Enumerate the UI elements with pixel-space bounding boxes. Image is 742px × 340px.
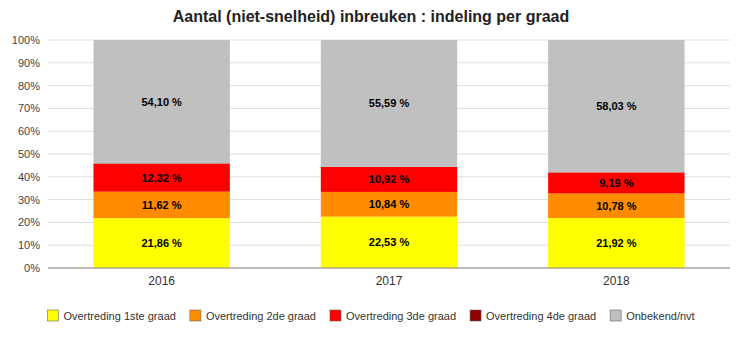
x-tick-label: 2016	[148, 274, 175, 288]
data-label: 54,10 %	[141, 96, 182, 108]
data-label: 21,86 %	[141, 237, 182, 249]
x-axis-line	[48, 268, 730, 269]
legend: Overtreding 1ste graad Overtreding 2de gr…	[47, 310, 694, 322]
data-label: 10,78 %	[596, 200, 637, 212]
legend-label: Overtreding 1ste graad	[63, 310, 176, 322]
y-tick-label: 10%	[18, 239, 40, 251]
bar-segment	[548, 218, 684, 268]
legend-label: Overtreding 3de graad	[346, 310, 456, 322]
chart: Aantal (niet-snelheid) inbreuken : indel…	[0, 0, 742, 340]
data-label: 12,32 %	[141, 172, 182, 184]
y-tick-label: 70%	[18, 102, 40, 114]
legend-label: Overtreding 4de graad	[486, 310, 596, 322]
bar-segment	[93, 192, 229, 218]
bar-segment	[548, 172, 684, 193]
data-label: 11,62 %	[142, 199, 182, 211]
y-tick-label: 30%	[18, 194, 40, 206]
data-label: 58,03 %	[596, 100, 637, 112]
bar-segment	[321, 217, 457, 268]
data-label: 22,53 %	[369, 236, 410, 248]
bar-segment	[548, 40, 684, 172]
y-tick-label: 100%	[12, 34, 40, 46]
y-tick-label: 20%	[18, 216, 40, 228]
bar-segment	[321, 192, 457, 217]
legend-label: Onbekend/nvt	[626, 310, 695, 322]
bar-segment	[93, 218, 229, 268]
data-label: 9,19 %	[599, 177, 633, 189]
x-tick-label: 2018	[603, 274, 630, 288]
legend-swatch	[610, 310, 621, 321]
bar-segment	[321, 40, 457, 167]
data-label: 10,84 %	[369, 198, 410, 210]
bar-segment	[548, 193, 684, 218]
bars	[93, 40, 684, 268]
data-label: 21,92 %	[596, 237, 637, 249]
y-tick-label: 50%	[18, 148, 40, 160]
y-tick-label: 0%	[24, 262, 40, 274]
y-axis: 0% 10% 20% 30% 40% 50% 60% 70% 80% 90% 100%	[12, 34, 730, 274]
y-tick-label: 90%	[18, 57, 40, 69]
bar-segment	[93, 164, 229, 192]
legend-swatch	[47, 310, 58, 321]
bar-segment	[93, 40, 229, 163]
grid-line	[48, 268, 730, 269]
y-tick-label: 60%	[18, 125, 40, 137]
data-labels: 21,86 % 22,53 % 21,92 % 11,62 % 10,84 % 10,78…	[141, 96, 636, 249]
data-label: 55,59 %	[369, 97, 410, 109]
y-tick-label: 80%	[18, 80, 40, 92]
legend-swatch	[330, 310, 341, 321]
x-axis: 2016 2017 2018	[48, 268, 730, 288]
y-tick-label: 40%	[18, 171, 40, 183]
legend-swatch	[190, 310, 201, 321]
title: Aantal (niet-snelheid) inbreuken : indel…	[173, 8, 570, 25]
legend-label: Overtreding 2de graad	[206, 310, 316, 322]
data-label: 10,92 %	[369, 173, 410, 185]
x-tick-label: 2017	[376, 274, 403, 288]
legend-swatch	[470, 310, 481, 321]
bar-segment	[321, 167, 457, 192]
